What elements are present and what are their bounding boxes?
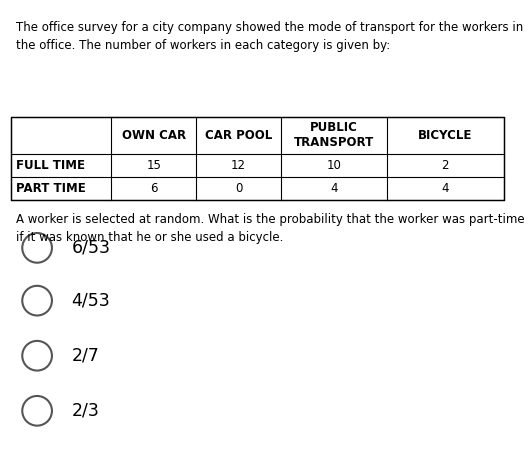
Text: A worker is selected at random. What is the probability that the worker was part: A worker is selected at random. What is … xyxy=(16,213,525,226)
Ellipse shape xyxy=(22,286,52,315)
Ellipse shape xyxy=(22,233,52,263)
Text: 15: 15 xyxy=(146,159,161,172)
Text: 4/53: 4/53 xyxy=(72,291,110,310)
Text: OWN CAR: OWN CAR xyxy=(122,129,186,142)
Text: PART TIME: PART TIME xyxy=(16,182,86,195)
FancyBboxPatch shape xyxy=(11,117,504,200)
Text: 2/3: 2/3 xyxy=(72,402,100,420)
Text: the office. The number of workers in each category is given by:: the office. The number of workers in eac… xyxy=(16,39,390,52)
Text: 2: 2 xyxy=(441,159,449,172)
Text: PUBLIC
TRANSPORT: PUBLIC TRANSPORT xyxy=(294,121,374,150)
Text: 0: 0 xyxy=(235,182,242,195)
Text: FULL TIME: FULL TIME xyxy=(16,159,85,172)
Text: 12: 12 xyxy=(231,159,246,172)
Text: 4: 4 xyxy=(441,182,449,195)
Text: if it was known that he or she used a bicycle.: if it was known that he or she used a bi… xyxy=(16,231,283,244)
Ellipse shape xyxy=(22,396,52,425)
Text: The office survey for a city company showed the mode of transport for the worker: The office survey for a city company sho… xyxy=(16,21,523,34)
Text: BICYCLE: BICYCLE xyxy=(418,129,472,142)
Text: 6/53: 6/53 xyxy=(72,239,111,257)
Text: 10: 10 xyxy=(326,159,341,172)
Text: 2/7: 2/7 xyxy=(72,347,100,365)
Text: 6: 6 xyxy=(150,182,157,195)
Ellipse shape xyxy=(22,341,52,370)
Text: CAR POOL: CAR POOL xyxy=(205,129,272,142)
Text: 4: 4 xyxy=(330,182,338,195)
